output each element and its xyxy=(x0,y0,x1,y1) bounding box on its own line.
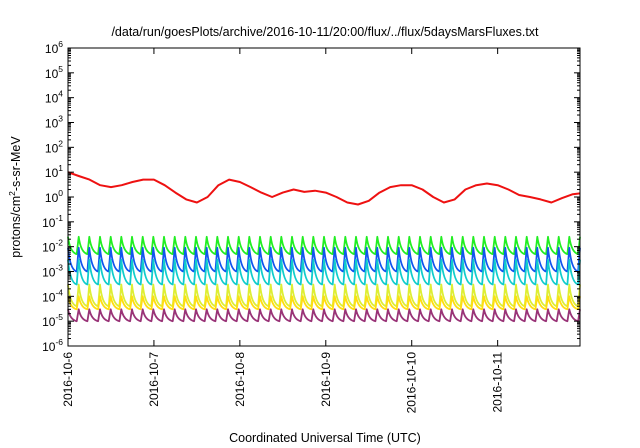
y-axis-label-post: -s-sr-MeV xyxy=(9,136,23,192)
y-tick-label: 100 xyxy=(45,188,63,205)
y-tick-exponent: -4 xyxy=(55,287,63,297)
series-line-5 xyxy=(67,283,581,308)
y-tick-exponent: -5 xyxy=(55,312,63,322)
series-line-3 xyxy=(67,246,581,273)
y-tick-exponent: 5 xyxy=(58,64,63,74)
y-tick-label: 105 xyxy=(45,64,63,81)
x-tick-label: 2016-10-9 xyxy=(319,352,333,407)
y-tick-exponent: -1 xyxy=(55,213,63,223)
y-axis-label-pre: protons/cm xyxy=(9,196,23,258)
x-tick-label: 2016-10-10 xyxy=(405,352,419,414)
y-tick-exponent: 0 xyxy=(58,188,63,198)
y-tick-label: 103 xyxy=(45,114,63,131)
y-tick-base: 10 xyxy=(42,216,56,230)
y-axis-label: protons/cm2-s-sr-MeV xyxy=(7,136,23,258)
y-tick-base: 10 xyxy=(42,315,56,329)
x-axis-label: Coordinated Universal Time (UTC) xyxy=(229,431,421,445)
y-tick-exponent: 3 xyxy=(58,114,63,124)
y-tick-label: 10-5 xyxy=(42,312,63,329)
y-axis-label-sup: 2 xyxy=(7,191,17,196)
y-tick-base: 10 xyxy=(42,241,56,255)
series-line-1 xyxy=(67,171,581,206)
y-tick-exponent: 4 xyxy=(58,89,63,99)
y-tick-base: 10 xyxy=(42,266,56,280)
x-axis: 2016-10-6 2016-10-7 2016-10-8 2016-10-9 2016… xyxy=(61,48,505,413)
x-tick-label: 2016-10-8 xyxy=(233,352,247,407)
y-tick-base: 10 xyxy=(45,191,59,205)
y-tick-base: 10 xyxy=(45,92,59,106)
chart-title: /data/run/goesPlots/archive/2016-10-11/2… xyxy=(111,25,539,39)
y-tick-label: 10-4 xyxy=(42,287,63,304)
y-tick-base: 10 xyxy=(45,141,59,155)
series-line-2 xyxy=(67,235,581,255)
y-tick-exponent: 1 xyxy=(58,163,63,173)
y-tick-base: 10 xyxy=(42,290,56,304)
series-line-7 xyxy=(67,308,581,323)
y-tick-label: 10-1 xyxy=(42,213,63,230)
y-tick-label: 10-3 xyxy=(42,263,63,280)
y-tick-exponent: -2 xyxy=(55,238,63,248)
y-tick-exponent: 2 xyxy=(58,138,63,148)
y-tick-label: 10-6 xyxy=(42,337,63,354)
x-tick-label: 2016-10-7 xyxy=(147,352,161,407)
y-tick-base: 10 xyxy=(45,67,59,81)
y-tick-label: 104 xyxy=(45,89,63,106)
x-tick-label: 2016-10-6 xyxy=(61,352,75,407)
y-tick-exponent: 6 xyxy=(58,39,63,49)
series-line-6 xyxy=(67,295,581,311)
y-tick-label: 106 xyxy=(45,39,63,56)
y-axis: 10-610-510-410-310-210-11001011021031041… xyxy=(42,39,580,354)
y-tick-base: 10 xyxy=(45,117,59,131)
y-tick-exponent: -6 xyxy=(55,337,63,347)
y-tick-label: 10-2 xyxy=(42,238,63,255)
y-tick-label: 102 xyxy=(45,138,63,155)
y-tick-exponent: -3 xyxy=(55,263,63,273)
y-tick-base: 10 xyxy=(42,340,56,354)
y-tick-label: 101 xyxy=(45,163,63,180)
x-tick-label: 2016-10-11 xyxy=(491,352,505,413)
series-line-4 xyxy=(67,258,581,286)
y-tick-base: 10 xyxy=(45,166,59,180)
y-tick-base: 10 xyxy=(45,42,59,56)
series-layer xyxy=(67,171,581,323)
